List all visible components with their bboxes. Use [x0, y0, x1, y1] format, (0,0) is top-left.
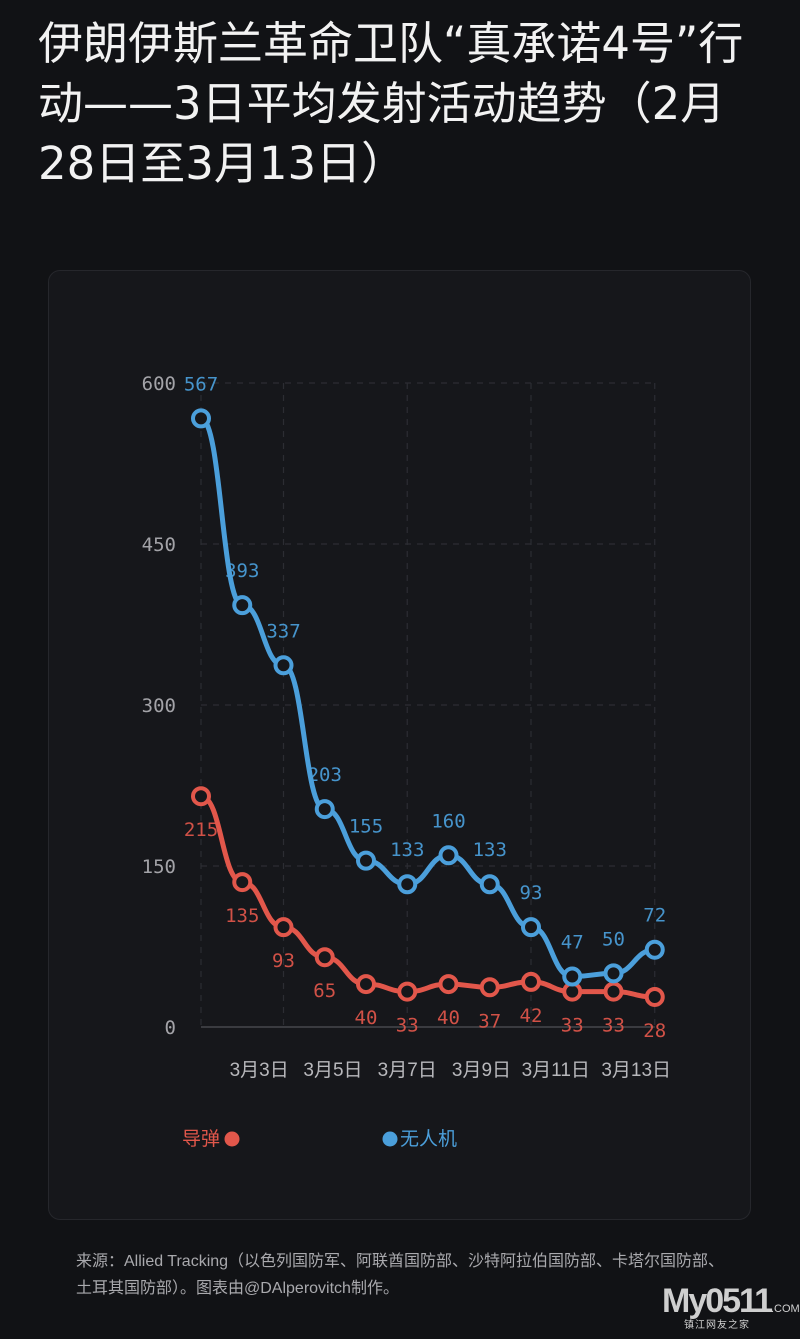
data-label: 93: [520, 882, 543, 904]
data-label: 133: [473, 839, 507, 861]
x-tick-label: 3月7日: [378, 1060, 437, 1081]
data-label: 215: [184, 819, 218, 841]
data-label: 40: [355, 1007, 378, 1029]
data-point: [397, 981, 418, 1002]
legend-label: 无人机: [400, 1128, 457, 1150]
data-point: [356, 850, 376, 871]
data-label: 133: [390, 839, 424, 861]
data-point: [232, 872, 253, 893]
data-label: 42: [520, 1005, 543, 1027]
data-label: 33: [602, 1015, 625, 1037]
data-label: 135: [225, 905, 259, 927]
x-tick-label: 3月13日: [601, 1060, 671, 1081]
data-point: [232, 595, 253, 616]
x-tick-label: 3月5日: [303, 1060, 362, 1081]
data-label: 160: [431, 810, 465, 832]
data-point: [438, 845, 459, 866]
data-point: [479, 874, 500, 895]
data-label: 155: [349, 816, 383, 838]
data-point: [644, 986, 665, 1007]
data-label: 337: [266, 620, 300, 642]
data-point: [397, 874, 418, 895]
data-point: [521, 917, 541, 938]
legend-marker: [382, 1131, 398, 1147]
data-point: [562, 966, 583, 987]
data-point: [191, 408, 211, 429]
x-tick-label: 3月3日: [230, 1060, 289, 1081]
data-point: [644, 939, 665, 960]
chart-card: [48, 270, 751, 1220]
data-point: [314, 799, 335, 820]
series-line-missile: [200, 793, 655, 1000]
y-tick-label: 0: [165, 1017, 176, 1039]
legend-label: 导弹: [182, 1128, 220, 1150]
data-point: [273, 655, 294, 676]
data-label: 33: [561, 1015, 584, 1037]
data-point: [314, 947, 335, 968]
data-label: 65: [313, 980, 336, 1002]
data-point: [603, 981, 624, 1002]
source-note: 来源：Allied Tracking（以色列国防军、阿联酋国防部、沙特阿拉伯国防…: [76, 1253, 725, 1297]
y-tick-label: 450: [142, 534, 176, 556]
x-tick-label: 3月11日: [522, 1060, 590, 1081]
data-label: 93: [272, 950, 295, 972]
watermark-logo-text: My0511: [662, 1282, 773, 1320]
data-point: [521, 971, 541, 992]
y-tick-label: 150: [142, 856, 176, 878]
data-label: 393: [225, 560, 259, 582]
data-point: [438, 974, 459, 995]
data-label: 40: [437, 1007, 460, 1029]
data-label: 72: [643, 905, 666, 927]
series-line-drone: [199, 415, 656, 980]
page-title: 伊朗伊斯兰革命卫队“真承诺4号”行动——3日平均发射活动趋势（2月28日至3月1…: [38, 17, 744, 190]
x-tick-label: 3月9日: [452, 1060, 511, 1081]
data-label: 50: [602, 928, 625, 950]
data-point: [479, 977, 500, 998]
data-label: 28: [643, 1020, 666, 1042]
watermark-logo: My0511.COM 镇江网友之家: [662, 1282, 800, 1331]
y-tick-label: 600: [142, 373, 176, 395]
data-label: 47: [561, 932, 584, 954]
data-point: [356, 974, 376, 995]
y-tick-label: 300: [142, 695, 176, 717]
legend-marker: [224, 1131, 240, 1147]
watermark-tagline: 镇江网友之家: [684, 1320, 750, 1331]
data-label: 37: [478, 1010, 501, 1032]
data-label: 567: [184, 373, 218, 395]
data-label: 33: [396, 1015, 419, 1037]
data-point: [273, 917, 294, 938]
data-label: 203: [308, 764, 342, 786]
data-point: [603, 963, 624, 984]
data-point: [191, 786, 211, 807]
watermark-domain: .COM: [771, 1303, 800, 1315]
